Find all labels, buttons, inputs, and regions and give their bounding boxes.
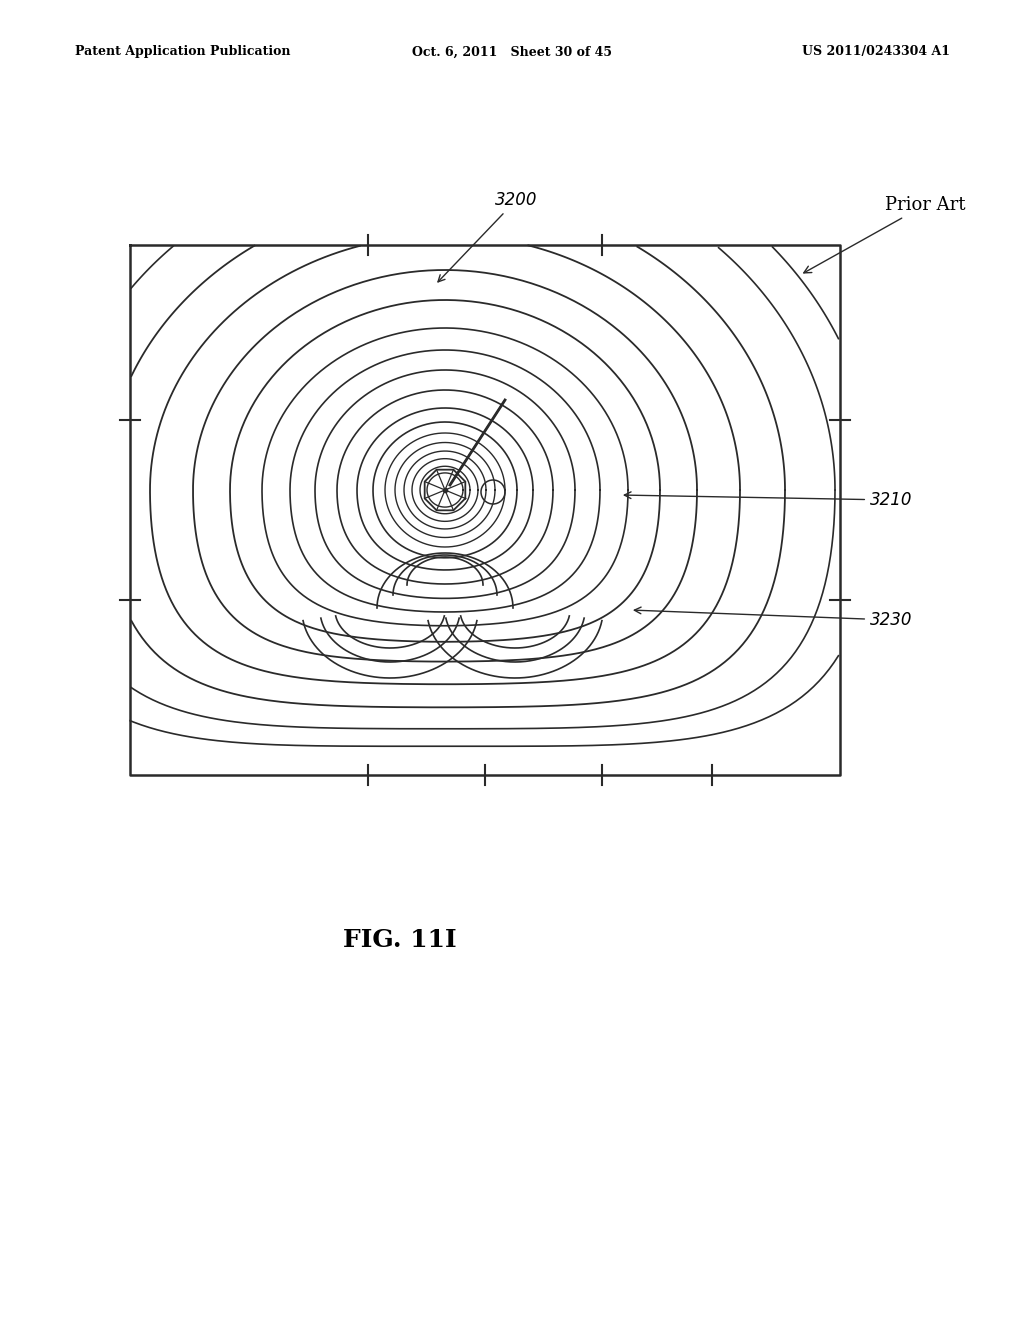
Text: 3210: 3210 [625,491,912,510]
Text: Prior Art: Prior Art [804,195,966,273]
Text: US 2011/0243304 A1: US 2011/0243304 A1 [802,45,950,58]
Text: FIG. 11I: FIG. 11I [343,928,457,952]
Text: 3230: 3230 [634,607,912,630]
Text: 3200: 3200 [438,191,538,282]
Text: Oct. 6, 2011   Sheet 30 of 45: Oct. 6, 2011 Sheet 30 of 45 [412,45,612,58]
Text: Patent Application Publication: Patent Application Publication [75,45,291,58]
